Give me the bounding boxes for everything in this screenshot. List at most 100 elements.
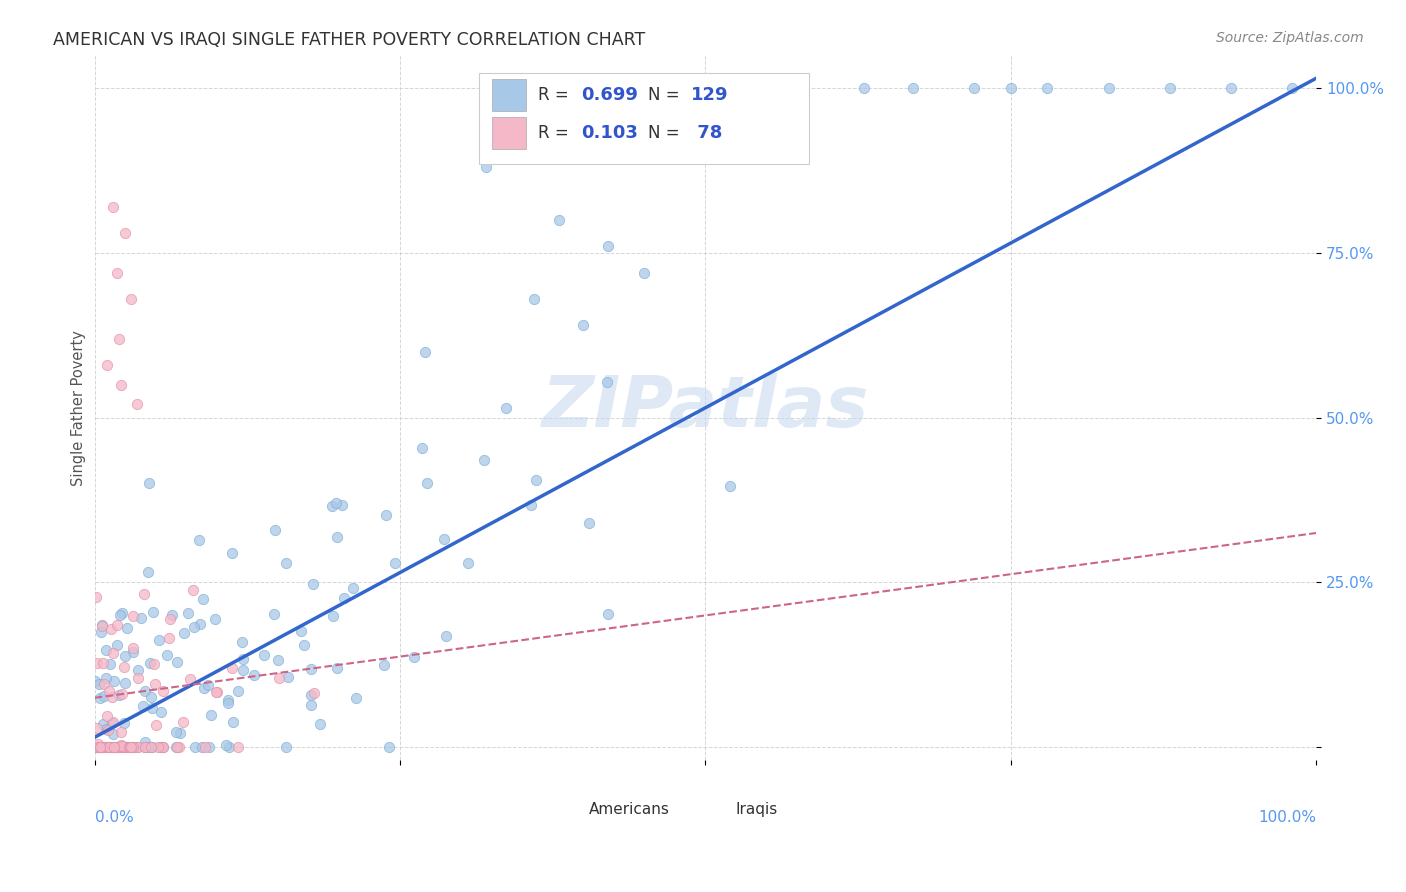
Point bbox=[205, 685, 228, 699]
Point bbox=[191, 740, 214, 755]
Point bbox=[90, 740, 112, 755]
Point bbox=[152, 740, 174, 755]
Text: 0.0%: 0.0% bbox=[94, 810, 134, 825]
FancyBboxPatch shape bbox=[706, 797, 733, 822]
Point bbox=[98, 780, 121, 794]
Point bbox=[165, 740, 187, 755]
Point bbox=[110, 377, 132, 392]
Point bbox=[134, 740, 156, 755]
Point bbox=[134, 740, 156, 755]
Point bbox=[107, 740, 129, 755]
Point bbox=[134, 683, 156, 698]
Point bbox=[110, 724, 132, 739]
Point bbox=[326, 530, 349, 544]
Point bbox=[1281, 81, 1303, 95]
Point bbox=[1000, 81, 1022, 95]
Text: Americans: Americans bbox=[589, 802, 671, 817]
Point bbox=[598, 607, 620, 621]
Point bbox=[105, 740, 128, 755]
Point bbox=[322, 609, 344, 624]
Point bbox=[325, 496, 347, 510]
Point bbox=[215, 738, 238, 752]
Point bbox=[197, 678, 219, 692]
Point bbox=[157, 631, 180, 645]
FancyBboxPatch shape bbox=[492, 79, 526, 112]
Text: 0.699: 0.699 bbox=[581, 87, 638, 104]
Point bbox=[413, 344, 436, 359]
Point bbox=[166, 740, 188, 755]
Point bbox=[101, 200, 124, 214]
Point bbox=[96, 708, 118, 723]
Point bbox=[194, 740, 217, 755]
Point bbox=[103, 674, 125, 689]
Point bbox=[411, 441, 433, 455]
Point bbox=[100, 622, 122, 636]
Point bbox=[118, 740, 141, 755]
Point bbox=[134, 735, 156, 749]
Point bbox=[595, 375, 617, 389]
Point bbox=[94, 722, 117, 736]
Point bbox=[103, 646, 125, 660]
Point bbox=[105, 638, 128, 652]
Point bbox=[143, 657, 166, 671]
Point bbox=[342, 581, 364, 595]
Text: N =: N = bbox=[648, 87, 685, 104]
Point bbox=[89, 677, 111, 691]
Point bbox=[159, 612, 181, 626]
FancyBboxPatch shape bbox=[558, 797, 586, 822]
Point bbox=[183, 582, 205, 597]
Point bbox=[321, 499, 343, 513]
Point bbox=[193, 681, 215, 695]
Point bbox=[633, 266, 655, 280]
Point bbox=[84, 740, 107, 755]
Point bbox=[373, 657, 395, 672]
FancyBboxPatch shape bbox=[492, 117, 526, 149]
Point bbox=[96, 642, 118, 657]
Point bbox=[139, 657, 162, 671]
Point bbox=[103, 740, 125, 755]
Point bbox=[457, 556, 479, 570]
Point bbox=[1036, 81, 1059, 95]
Point bbox=[177, 606, 200, 620]
Point bbox=[299, 662, 322, 676]
Point bbox=[472, 452, 495, 467]
Point bbox=[200, 708, 222, 723]
Point bbox=[138, 476, 160, 491]
Point bbox=[378, 740, 401, 755]
Point bbox=[139, 740, 162, 755]
Point bbox=[93, 677, 115, 691]
Point bbox=[1097, 81, 1119, 95]
Point bbox=[167, 740, 190, 755]
Point bbox=[901, 81, 924, 95]
Point bbox=[436, 629, 458, 643]
Point bbox=[122, 609, 145, 624]
Point bbox=[103, 740, 125, 755]
Point bbox=[145, 717, 167, 731]
Point bbox=[523, 292, 546, 306]
Point bbox=[330, 498, 353, 512]
Point bbox=[87, 740, 110, 755]
Point bbox=[136, 566, 159, 580]
Point bbox=[169, 725, 191, 739]
Y-axis label: Single Father Poverty: Single Father Poverty bbox=[72, 330, 86, 486]
Point bbox=[96, 358, 118, 372]
Point bbox=[384, 556, 406, 570]
Point bbox=[100, 715, 122, 730]
Point bbox=[100, 740, 122, 755]
Point bbox=[134, 587, 156, 601]
Point bbox=[114, 676, 136, 690]
Point bbox=[87, 740, 110, 755]
Text: R =: R = bbox=[538, 87, 574, 104]
Point bbox=[290, 624, 312, 639]
Point bbox=[302, 577, 325, 591]
Point bbox=[129, 611, 152, 625]
FancyBboxPatch shape bbox=[479, 73, 810, 164]
Point bbox=[101, 740, 124, 755]
Point bbox=[112, 660, 135, 674]
Point bbox=[141, 701, 163, 715]
Point bbox=[267, 671, 290, 685]
Point bbox=[97, 684, 120, 698]
Point bbox=[204, 612, 226, 626]
Point bbox=[495, 401, 517, 416]
Point bbox=[184, 740, 207, 755]
